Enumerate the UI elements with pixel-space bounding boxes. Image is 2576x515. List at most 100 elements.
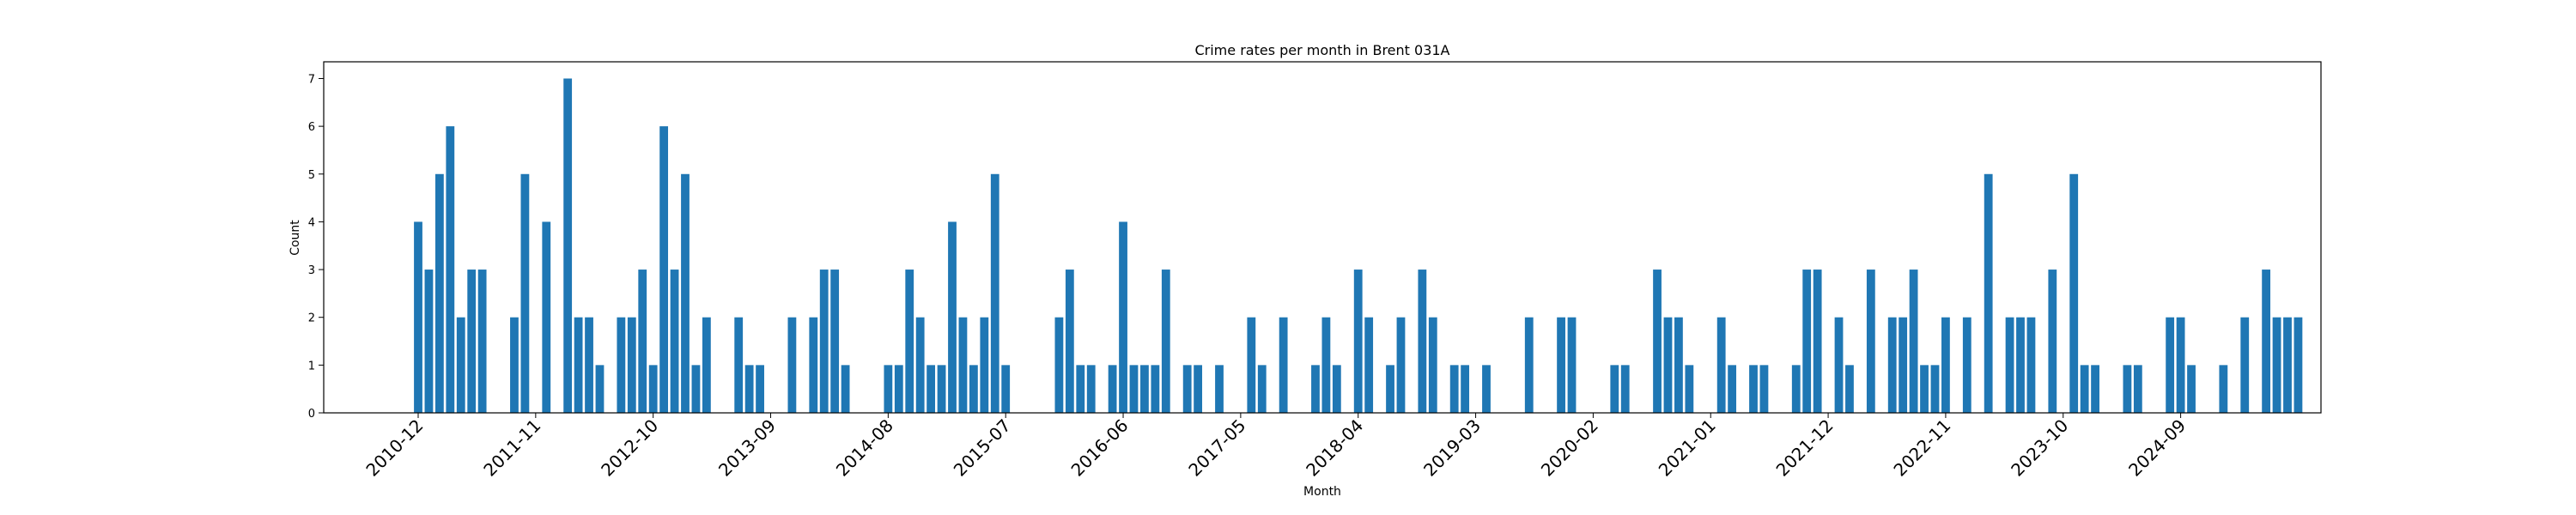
bar	[520, 173, 530, 413]
bar	[734, 317, 744, 413]
bar	[1001, 365, 1011, 413]
bar	[969, 365, 978, 413]
bar	[1845, 365, 1854, 413]
bar	[2272, 317, 2281, 413]
bar	[1257, 365, 1267, 413]
bar	[1653, 270, 1662, 413]
bar	[1332, 365, 1341, 413]
bar	[670, 270, 679, 413]
bar	[884, 365, 893, 413]
bar	[1182, 365, 1192, 413]
bar	[1449, 365, 1459, 413]
bar	[1663, 317, 1673, 413]
x-tick-label: 2023-10	[2007, 415, 2072, 481]
bar	[2080, 365, 2089, 413]
bar	[1941, 317, 1950, 413]
bar	[542, 221, 551, 413]
bar	[1364, 317, 1374, 413]
bar	[1899, 317, 1908, 413]
y-tick-label: 3	[308, 264, 315, 277]
bar	[1086, 365, 1096, 413]
x-tick-label: 2024-09	[2124, 415, 2190, 481]
bar	[2262, 270, 2271, 413]
bar	[434, 173, 444, 413]
bar	[1151, 365, 1160, 413]
y-tick-label: 6	[308, 121, 315, 134]
bar	[424, 270, 434, 413]
bar	[830, 270, 840, 413]
bar	[702, 317, 711, 413]
bar	[1749, 365, 1758, 413]
bar	[681, 173, 690, 413]
bar	[1418, 270, 1427, 413]
bar	[1887, 317, 1897, 413]
bar	[446, 126, 455, 413]
bar	[1802, 270, 1812, 413]
bar	[787, 317, 797, 413]
bar	[1716, 317, 1726, 413]
bar	[585, 317, 593, 413]
x-tick-label: 2019-03	[1419, 415, 1485, 481]
bar	[1759, 365, 1769, 413]
bar	[2123, 365, 2132, 413]
bar	[2219, 365, 2228, 413]
bar	[756, 365, 764, 413]
x-tick-label: 2021-12	[1772, 415, 1838, 481]
bar	[927, 365, 936, 413]
bar	[2283, 317, 2292, 413]
bar	[980, 317, 989, 413]
bar	[1674, 317, 1683, 413]
x-tick-label: 2010-12	[361, 415, 427, 481]
bar-group	[414, 78, 2303, 413]
bar	[2166, 317, 2175, 413]
bar	[574, 317, 583, 413]
bar	[1610, 365, 1619, 413]
plot-frame	[323, 61, 2322, 414]
bar	[1482, 365, 1491, 413]
bar	[1396, 317, 1406, 413]
x-tick-label: 2017-05	[1184, 415, 1249, 481]
bar	[1685, 365, 1694, 413]
y-tick-label: 7	[308, 73, 315, 86]
x-axis-label: Month	[1303, 485, 1341, 499]
x-tick-label: 2012-10	[597, 415, 662, 481]
bar	[1428, 317, 1437, 413]
bar	[1920, 365, 1929, 413]
bar	[915, 317, 925, 413]
bar	[2091, 365, 2099, 413]
bar	[1461, 365, 1470, 413]
x-tick-label: 2015-07	[950, 415, 1015, 481]
bar	[1962, 317, 1971, 413]
y-axis-ticks: 0 1 2 3 4 5 6 7	[308, 73, 324, 421]
bar	[1620, 365, 1630, 413]
bar	[1054, 317, 1064, 413]
bar	[467, 270, 477, 413]
bar	[456, 317, 465, 413]
bar	[937, 365, 946, 413]
bar	[691, 365, 701, 413]
bar	[477, 270, 487, 413]
y-tick-label: 2	[308, 312, 315, 325]
y-tick-label: 0	[308, 408, 315, 421]
bar	[1930, 365, 1940, 413]
y-tick-label: 1	[308, 360, 315, 373]
bar	[1119, 221, 1127, 413]
bar	[1247, 317, 1256, 413]
bar	[958, 317, 968, 413]
bar	[1161, 270, 1170, 413]
x-tick-label: 2018-04	[1302, 415, 1367, 481]
bar	[1076, 365, 1085, 413]
bar	[510, 317, 519, 413]
bar	[1194, 365, 1203, 413]
bar	[905, 270, 914, 413]
bar	[809, 317, 818, 413]
bar	[2187, 365, 2196, 413]
bar	[1140, 365, 1149, 413]
bar	[1386, 365, 1394, 413]
bar	[1567, 317, 1577, 413]
bar	[2293, 317, 2303, 413]
bar	[1524, 317, 1534, 413]
bar	[595, 365, 605, 413]
bar	[414, 221, 422, 413]
